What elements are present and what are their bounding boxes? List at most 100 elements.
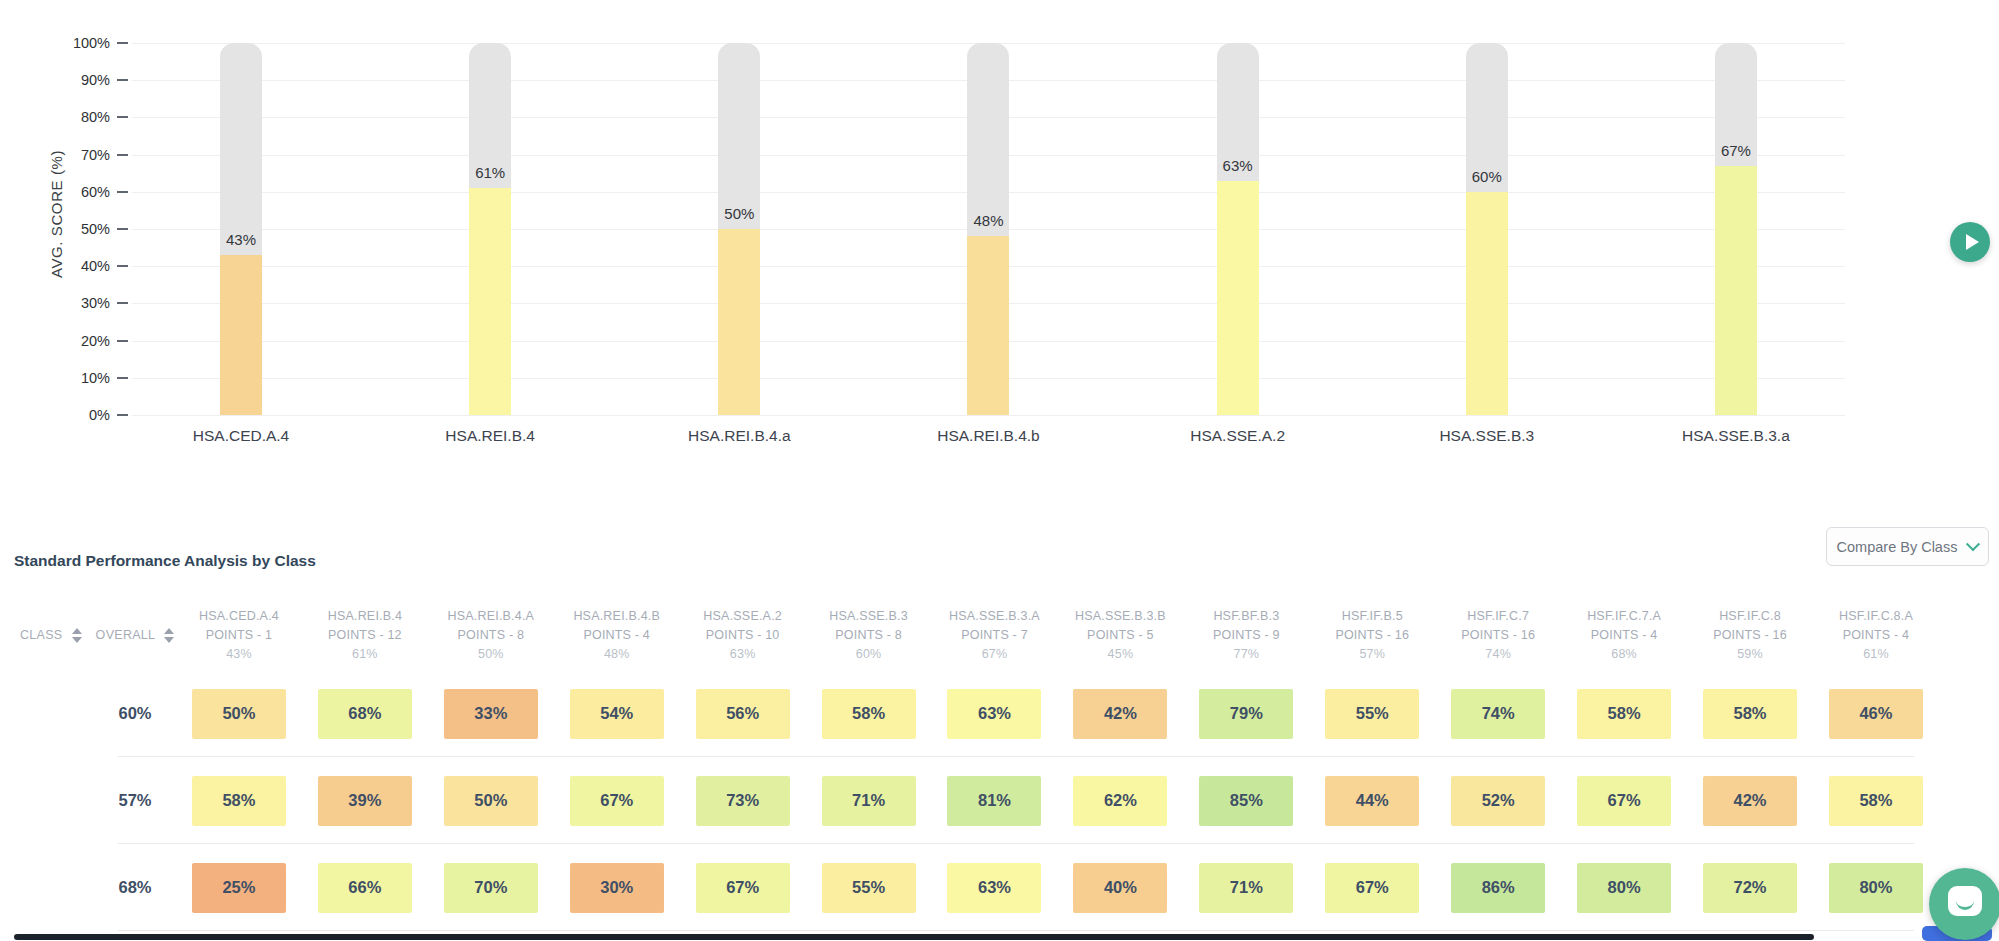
standard-points: POINTS - 1 [206,626,273,645]
score-cell: 62% [1073,776,1167,826]
y-axis-tick: 30% [28,293,128,313]
score-column: 62% [1057,776,1183,826]
chat-widget-button[interactable] [1929,868,1999,940]
overall-cell: 68% [94,878,176,897]
bar-fill [1466,192,1508,415]
score-column: 58% [176,776,302,826]
standard-points: POINTS - 12 [328,626,402,645]
y-tick-mark [117,265,128,267]
chat-bubble-icon [1948,886,1982,916]
bar-value-label: 67% [1721,142,1751,159]
carousel-next-button[interactable] [1950,222,1990,262]
chevron-down-icon [1966,537,1980,551]
score-cell: 56% [696,689,790,739]
standard-avg: 63% [730,645,756,664]
standard-name: HSF.IF.B.5 [1342,607,1403,626]
score-cell: 70% [444,863,538,913]
bar-x-label: HSA.REI.B.4.b [937,427,1040,445]
bar-HSA.SSE.B.3.a: 67%HSA.SSE.B.3.a [1715,43,1757,415]
score-column: 80% [1813,863,1939,913]
y-axis-tick: 20% [28,331,128,351]
score-column: 52% [1435,776,1561,826]
score-column: 58% [1561,689,1687,739]
standard-name: HSF.BF.B.3 [1213,607,1279,626]
standard-points: POINTS - 4 [583,626,650,645]
bottom-divider-bar [14,934,1814,940]
bar-track [718,43,760,415]
score-cell: 71% [1199,863,1293,913]
overall-column-header: OVERALL [94,628,176,643]
sort-icon[interactable] [164,628,174,643]
column-header-HSA.SSE.A.2: HSA.SSE.A.2POINTS - 1063% [680,607,806,664]
y-axis-tick: 100% [28,33,128,53]
compare-by-class-button[interactable]: Compare By Class [1826,527,1989,566]
standard-avg: 45% [1108,645,1134,664]
score-cell: 67% [1325,863,1419,913]
chart-bars: 43%HSA.CED.A.461%HSA.REI.B.450%HSA.REI.B… [132,43,1845,415]
column-header-HSF.IF.B.5: HSF.IF.B.5POINTS - 1657% [1309,607,1435,664]
score-column: 67% [1561,776,1687,826]
score-column: 63% [932,689,1058,739]
standard-avg: 67% [982,645,1008,664]
column-header-HSA.REI.B.4.B: HSA.REI.B.4.BPOINTS - 448% [554,607,680,664]
bar-track [1466,43,1508,415]
y-tick-mark [117,414,128,416]
score-column: 85% [1183,776,1309,826]
bar-x-label: HSA.SSE.B.3.a [1682,427,1790,445]
table-title: Standard Performance Analysis by Class [14,552,316,570]
y-axis-tick: 50% [28,219,128,239]
y-tick-label: 100% [73,35,110,51]
y-tick-label: 30% [81,295,110,311]
score-column: 71% [1183,863,1309,913]
y-axis-tick: 80% [28,107,128,127]
standard-avg: 43% [226,645,252,664]
standard-avg: 60% [856,645,882,664]
standard-avg: 74% [1485,645,1511,664]
standard-avg: 48% [604,645,630,664]
score-column: 42% [1687,776,1813,826]
y-axis-tick: 40% [28,256,128,276]
bar-HSA.REI.B.4.a: 50%HSA.REI.B.4.a [718,43,760,415]
table-row: 68%25%66%70%30%67%55%63%40%71%67%86%80%7… [0,844,1999,931]
standard-points: POINTS - 4 [1843,626,1910,645]
column-header-HSA.SSE.B.3.A: HSA.SSE.B.3.APOINTS - 767% [932,607,1058,664]
overall-value: 60% [118,704,151,723]
score-column: 63% [932,863,1058,913]
column-header-HSA.SSE.B.3.B: HSA.SSE.B.3.BPOINTS - 545% [1057,607,1183,664]
score-cell: 58% [192,776,286,826]
score-column: 73% [680,776,806,826]
score-cell: 68% [318,689,412,739]
score-column: 80% [1561,863,1687,913]
bar-HSA.REI.B.4: 61%HSA.REI.B.4 [469,43,511,415]
score-cell: 42% [1703,776,1797,826]
sort-icon[interactable] [72,628,82,643]
score-column: 44% [1309,776,1435,826]
overall-value: 68% [118,878,151,897]
score-cell: 40% [1073,863,1167,913]
bar-HSA.SSE.A.2: 63%HSA.SSE.A.2 [1217,43,1259,415]
y-tick-mark [117,302,128,304]
score-cell: 55% [1325,689,1419,739]
column-header-HSF.IF.C.8: HSF.IF.C.8POINTS - 1659% [1687,607,1813,664]
standard-points: POINTS - 16 [1335,626,1409,645]
score-cell: 58% [1829,776,1923,826]
dashboard: AVG. SCORE (%) 100%90%80%70%60%50%40%30%… [0,0,1999,941]
bar-fill [718,229,760,415]
bar-track [1715,43,1757,415]
y-tick-mark [117,377,128,379]
bar-fill [220,255,262,415]
score-column: 74% [1435,689,1561,739]
score-cell: 63% [947,863,1041,913]
y-tick-label: 70% [81,147,110,163]
y-axis-tick: 70% [28,145,128,165]
class-header-label: CLASS [20,628,63,642]
bar-fill [967,236,1009,415]
y-tick-label: 80% [81,109,110,125]
standard-points: POINTS - 9 [1213,626,1280,645]
score-column: 54% [554,689,680,739]
score-column: 66% [302,863,428,913]
standard-points: POINTS - 4 [1591,626,1658,645]
score-column: 58% [806,689,932,739]
score-cell: 30% [570,863,664,913]
standard-points: POINTS - 16 [1713,626,1787,645]
